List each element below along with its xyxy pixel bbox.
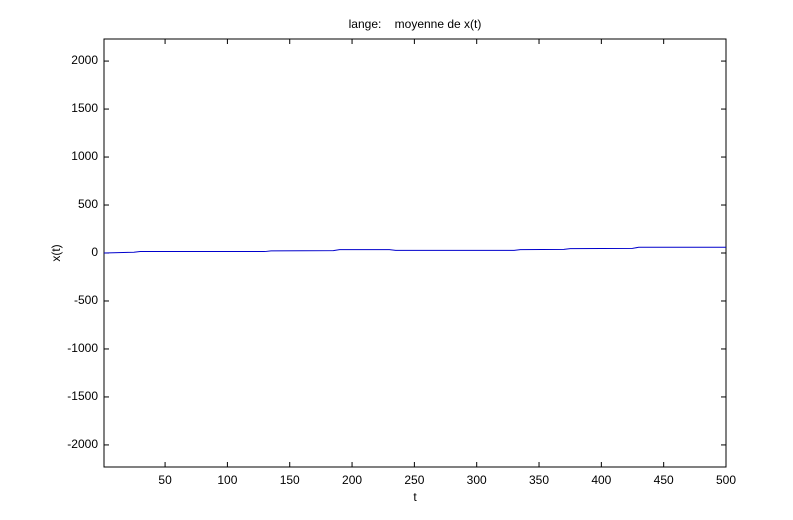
y-tick-label: 500 <box>78 197 98 211</box>
x-tick-label: 200 <box>342 473 362 487</box>
y-tick-label: 1500 <box>71 101 98 115</box>
x-tick-label: 150 <box>280 473 300 487</box>
x-tick-label: 350 <box>529 473 549 487</box>
x-axis-label: t <box>413 490 417 504</box>
x-tick-label: 250 <box>404 473 424 487</box>
x-tick-label: 50 <box>158 473 172 487</box>
x-tick-label: 500 <box>716 473 736 487</box>
y-axis-label: x(t) <box>49 244 63 261</box>
x-tick-label: 450 <box>654 473 674 487</box>
data-line <box>103 246 726 254</box>
chart-title: lange: moyenne de x(t) <box>349 17 482 31</box>
y-tick-label: -2000 <box>67 437 98 451</box>
x-tick-label: 400 <box>591 473 611 487</box>
x-tick-label: 300 <box>467 473 487 487</box>
y-tick-label: -500 <box>74 293 98 307</box>
x-tick-label: 100 <box>217 473 237 487</box>
y-tick-label: -1000 <box>67 341 98 355</box>
y-tick-label: 1000 <box>71 149 98 163</box>
y-tick-label: -1500 <box>67 389 98 403</box>
y-tick-label: 0 <box>91 245 98 259</box>
y-tick-label: 2000 <box>71 53 98 67</box>
